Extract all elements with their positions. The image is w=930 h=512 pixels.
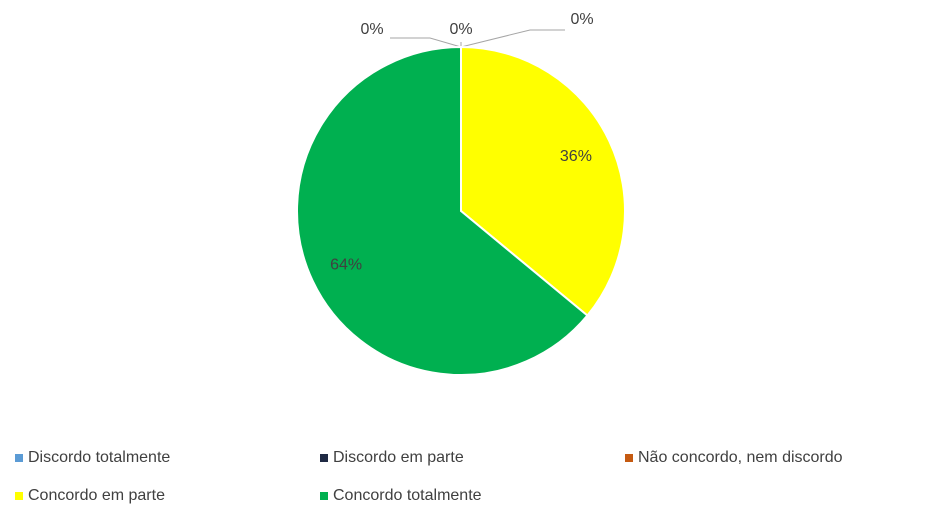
legend-label: Discordo em parte — [333, 449, 464, 466]
leader-line — [460, 29, 565, 48]
legend-label: Não concordo, nem discordo — [638, 449, 843, 466]
legend-swatch — [15, 492, 23, 500]
data-label: 64% — [330, 256, 362, 273]
legend-swatch — [320, 492, 328, 500]
legend-swatch — [625, 454, 633, 462]
pie-slice — [460, 45, 626, 317]
legend-swatch — [320, 454, 328, 462]
legend-label: Concordo em parte — [28, 487, 165, 504]
data-label: 36% — [560, 148, 592, 165]
data-label: 0% — [570, 11, 593, 28]
leader-line — [390, 37, 462, 48]
legend-label: Discordo totalmente — [28, 449, 170, 466]
data-label: 0% — [360, 21, 383, 38]
legend-swatch — [15, 454, 23, 462]
pie-slice — [296, 45, 589, 376]
legend-label: Concordo totalmente — [333, 487, 482, 504]
data-label: 0% — [449, 21, 472, 38]
